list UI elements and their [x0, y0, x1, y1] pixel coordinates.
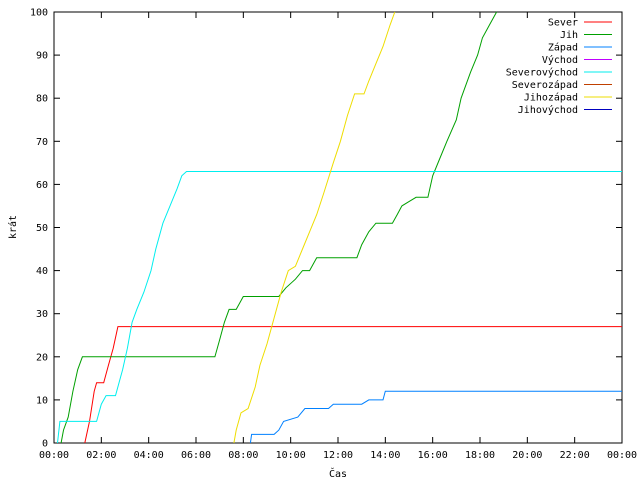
y-tick-label: 80: [36, 94, 48, 105]
legend-label: Severozápad: [512, 79, 578, 91]
x-tick-label: 04:00: [134, 450, 164, 461]
x-tick-label: 08:00: [228, 450, 258, 461]
y-tick-label: 70: [36, 137, 48, 148]
ticks: 0 10 20 30 40 50 60 70 80 90 100 00:00 02:00 04:00 06:…: [30, 8, 637, 462]
x-axis-label: Čas: [329, 467, 347, 480]
series-line-Jihozápad: [233, 11, 396, 444]
series-line-Sever: [84, 326, 622, 444]
x-tick-label: 00:00: [39, 450, 69, 461]
legend-label: Jihozápad: [524, 92, 578, 104]
legend-label: Sever: [548, 18, 578, 29]
y-tick-label: 20: [36, 352, 48, 363]
legend-label: Severovýchod: [506, 67, 578, 79]
y-tick-label: 10: [36, 395, 48, 406]
x-tick-label: 10:00: [276, 450, 306, 461]
y-tick-label: 90: [36, 51, 48, 62]
series-line-Jih: [60, 11, 498, 444]
legend-label: Jih: [560, 30, 578, 41]
y-axis-label: krát: [7, 215, 19, 239]
y-tick-label: 30: [36, 309, 48, 320]
series-lines: [57, 11, 622, 444]
y-tick-label: 100: [30, 8, 48, 19]
x-tick-label: 14:00: [370, 450, 400, 461]
x-tick-label: 12:00: [323, 450, 353, 461]
x-tick-label: 18:00: [465, 450, 495, 461]
series-line-Západ: [249, 390, 622, 444]
legend-label: Západ: [548, 42, 578, 54]
x-tick-label: 00:00: [607, 450, 637, 461]
legend: SeverJihZápadVýchodSeverovýchodSeverozáp…: [506, 18, 612, 116]
y-tick-label: 60: [36, 180, 48, 191]
x-tick-label: 16:00: [418, 450, 448, 461]
y-tick-label: 50: [36, 223, 48, 234]
legend-label: Jihovýchod: [518, 104, 578, 116]
x-tick-label: 22:00: [560, 450, 590, 461]
legend-label: Východ: [542, 54, 578, 66]
x-tick-label: 06:00: [181, 450, 211, 461]
series-line-Severovýchod: [57, 171, 622, 444]
y-tick-label: 40: [36, 266, 48, 277]
x-tick-label: 20:00: [512, 450, 542, 461]
y-tick-label: 0: [42, 439, 48, 450]
x-tick-label: 02:00: [86, 450, 116, 461]
